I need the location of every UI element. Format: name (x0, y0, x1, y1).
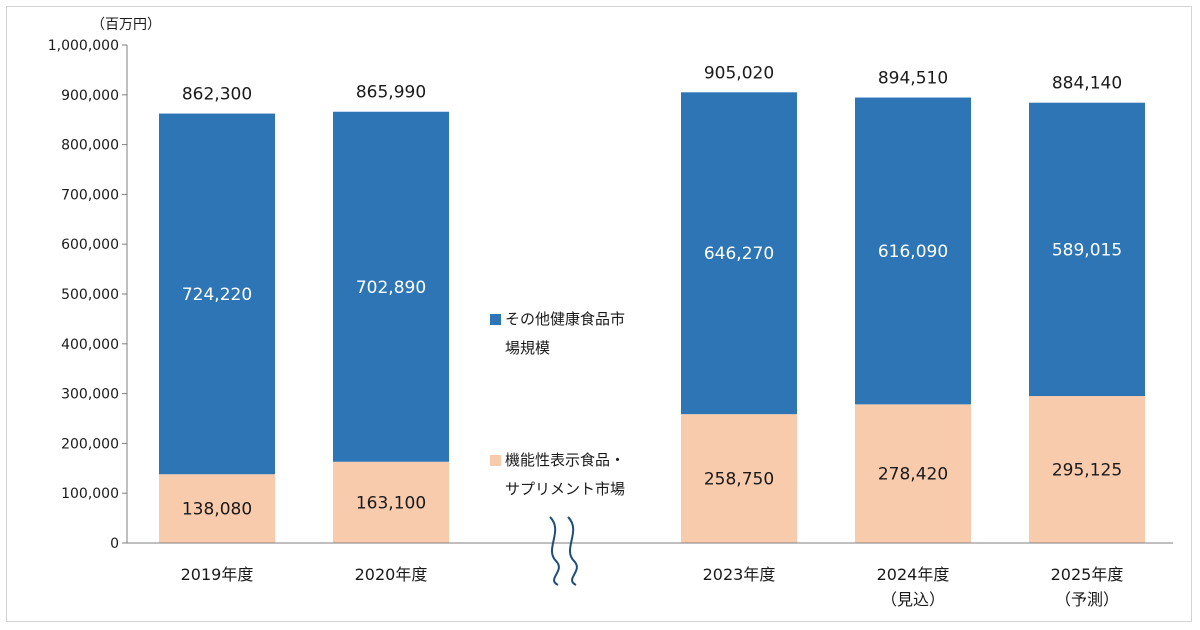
y-tick-label: 0 (110, 536, 119, 552)
legend-swatch (490, 455, 501, 466)
segment-data-label: 138,080 (182, 500, 252, 520)
bar-segment (855, 404, 971, 543)
bars: 138,080 724,220 862,300 163,100 702,890 865,9… (159, 63, 1145, 543)
segment-data-label: 258,750 (704, 470, 774, 490)
segment-data-label: 295,125 (1052, 461, 1122, 481)
break-wave-line (567, 516, 578, 586)
segment-data-label: 163,100 (356, 493, 426, 513)
legend-label: サプリメント市場 (505, 480, 625, 498)
bar-segment (1029, 396, 1145, 543)
y-axis-unit-label: （百万円） (91, 17, 161, 33)
x-category-label: 2025年度 (1051, 565, 1124, 584)
break-wave-line (549, 516, 560, 586)
legend-label: その他健康食品市 (505, 310, 625, 328)
segment-data-label: 616,090 (878, 242, 948, 262)
total-data-label: 865,990 (356, 83, 426, 103)
bar-segment (681, 414, 797, 543)
x-axis: 2019年度 2020年度 2023年度 2024年度 （見込） 2025年度 （予測） (127, 516, 1173, 609)
y-axis: 0 100,000 200,000 300,000 400,000 500,000 600,… (48, 38, 128, 552)
x-category-label: 2020年度 (355, 565, 428, 584)
y-tick-label: 100,000 (61, 486, 119, 502)
total-data-label: 884,140 (1052, 74, 1122, 94)
y-tick-label: 600,000 (61, 237, 119, 253)
x-category-label: 2023年度 (703, 565, 776, 584)
y-tick-label: 300,000 (61, 387, 119, 403)
segment-data-label: 278,420 (878, 465, 948, 485)
bar-segment (159, 474, 275, 543)
axis-break-mark (549, 516, 578, 586)
x-category-label: 2019年度 (181, 565, 254, 584)
y-tick-label: 200,000 (61, 436, 119, 452)
x-category-sublabel: （見込） (881, 590, 945, 609)
bar-segment (159, 113, 275, 475)
y-tick-label: 800,000 (61, 138, 119, 154)
legend-label: 機能性表示食品・ (505, 451, 625, 469)
legend-item: 機能性表示食品・サプリメント市場 (490, 451, 625, 498)
y-tick-label: 1,000,000 (48, 38, 119, 54)
bar-segment (855, 97, 971, 405)
bar-segment (333, 461, 449, 543)
bar-segment (681, 92, 797, 415)
x-category-sublabel: （予測） (1055, 590, 1119, 609)
total-data-label: 862,300 (182, 85, 252, 105)
stacked-bar-chart: （百万円） 0 100,000 200,000 300,000 400,000 500,0… (48, 17, 1173, 609)
segment-data-label: 702,890 (356, 278, 426, 298)
segment-data-label: 589,015 (1052, 240, 1122, 260)
chart-frame: （百万円） 0 100,000 200,000 300,000 400,000 500,0… (6, 6, 1192, 622)
y-tick-label: 900,000 (61, 88, 119, 104)
y-tick-label: 700,000 (61, 187, 119, 203)
segment-data-label: 724,220 (182, 285, 252, 305)
x-category-label: 2024年度 (877, 565, 950, 584)
y-tick-label: 400,000 (61, 337, 119, 353)
segment-data-label: 646,270 (704, 244, 774, 264)
legend-label: 場規模 (505, 339, 550, 357)
legend-swatch (490, 314, 501, 325)
y-tick-label: 500,000 (61, 287, 119, 303)
bar-segment (1029, 102, 1145, 397)
total-data-label: 905,020 (704, 63, 774, 83)
bar-segment (333, 111, 449, 462)
total-data-label: 894,510 (878, 69, 948, 89)
